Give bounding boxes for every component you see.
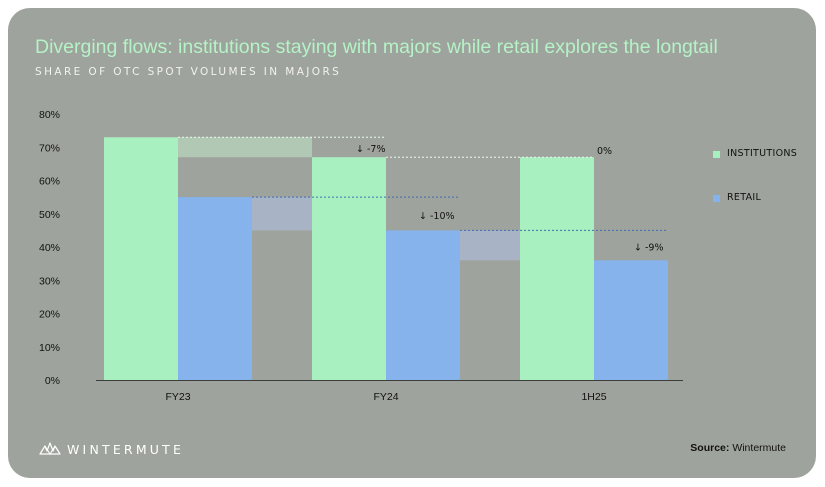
bar-retail-fy23 — [178, 197, 252, 380]
legend-swatch-institutions — [713, 151, 720, 158]
source-label: Source: — [690, 442, 730, 454]
chart-subtitle: SHARE OF OTC SPOT VOLUMES IN MAJORS — [35, 66, 342, 78]
change-band — [178, 137, 312, 158]
legend-item-institutions: INSTITUTIONS — [713, 148, 816, 162]
change-annotation: ↓ -10% — [419, 211, 455, 222]
y-tick-label: 10% — [39, 342, 60, 354]
change-annotation: 0% — [597, 146, 612, 157]
wintermute-logo-icon — [39, 442, 61, 455]
y-tick-label: 0% — [45, 375, 60, 387]
legend-item-retail: RETAIL — [713, 192, 816, 206]
y-tick-label: 60% — [39, 176, 60, 188]
legend-swatch-retail — [713, 195, 720, 202]
y-tick-label: 40% — [39, 242, 60, 254]
brand-name: WINTERMUTE — [67, 442, 185, 457]
chart-title: Diverging flows: institutions staying wi… — [35, 36, 718, 58]
source-note: Source: Wintermute — [690, 442, 786, 454]
bar-institutions-fy23 — [104, 137, 178, 380]
y-tick-label: 80% — [39, 109, 60, 121]
bar-retail-fy24 — [386, 230, 460, 380]
source-value: Wintermute — [732, 442, 786, 454]
y-tick-label: 70% — [39, 142, 60, 154]
x-tick-label: 1H25 — [581, 391, 606, 403]
change-annotation: ↓ -7% — [356, 144, 385, 155]
y-tick-label: 20% — [39, 309, 60, 321]
y-tick-label: 50% — [39, 209, 60, 221]
legend-label-retail: RETAIL — [727, 192, 762, 203]
bar-institutions-1h25 — [520, 157, 594, 380]
bar-chart: 0% 10% 20% 30% 40% 50% 60% 70% 80% FY23 FY24 1H25 ↓ … — [39, 109, 683, 403]
change-annotation: ↓ -9% — [634, 242, 663, 253]
bar-retail-1h25 — [594, 260, 668, 380]
bar-institutions-fy24 — [312, 157, 386, 380]
x-tick-label: FY24 — [373, 391, 398, 403]
x-tick-label: FY23 — [165, 391, 190, 403]
y-tick-label: 30% — [39, 275, 60, 287]
legend-label-institutions: INSTITUTIONS — [727, 148, 798, 159]
chart-card: Diverging flows: institutions staying wi… — [8, 8, 816, 478]
